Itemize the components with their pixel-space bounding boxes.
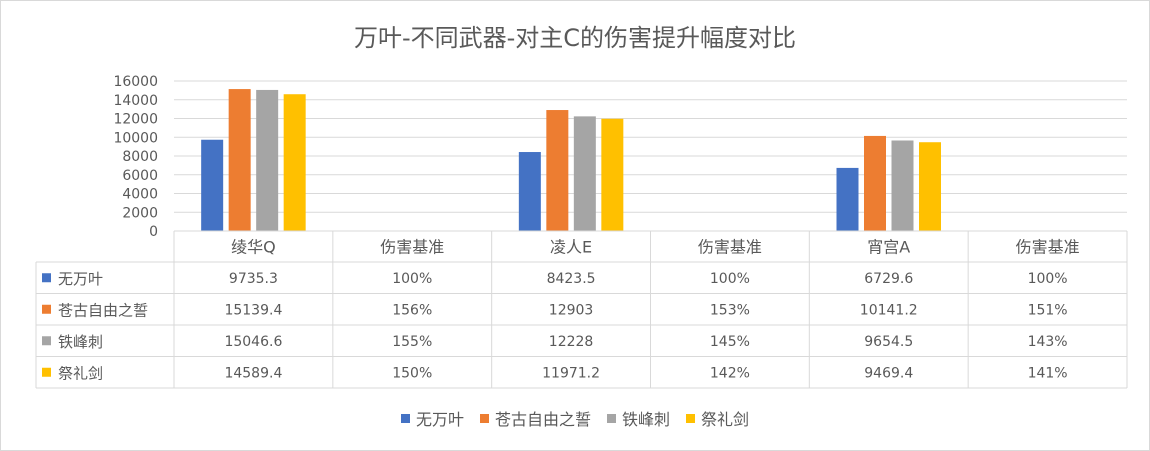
category-label: 宵宫A xyxy=(867,238,910,257)
table-cell: 155% xyxy=(392,334,432,350)
bar xyxy=(601,118,624,231)
table-cell: 15139.4 xyxy=(224,302,282,318)
bar xyxy=(546,110,569,231)
legend-item: 祭礼剑 xyxy=(686,406,749,430)
table-cell: 145% xyxy=(710,334,750,350)
category-label: 伤害基准 xyxy=(1016,238,1080,257)
legend-swatch xyxy=(607,413,616,423)
row-series-name: 铁峰刺 xyxy=(58,333,103,351)
legend-label: 祭礼剑 xyxy=(701,410,750,429)
y-tick-label: 0 xyxy=(149,224,158,240)
bar xyxy=(836,167,859,231)
legend-swatch xyxy=(479,413,489,423)
table-cell: 6729.6 xyxy=(864,271,913,287)
table-cell: 100% xyxy=(392,271,432,287)
category-label: 凌人E xyxy=(550,238,592,257)
table-cell: 15046.6 xyxy=(224,334,282,350)
row-series-name: 祭礼剑 xyxy=(58,364,103,382)
y-tick-label: 14000 xyxy=(113,93,158,109)
table-cell: 151% xyxy=(1028,302,1068,318)
y-tick-label: 8000 xyxy=(122,149,158,165)
y-tick-label: 10000 xyxy=(113,130,158,146)
y-tick-label: 12000 xyxy=(113,112,158,128)
legend-swatch xyxy=(686,413,696,423)
legend-item: 苍古自由之誓 xyxy=(479,406,591,430)
table-cell: 153% xyxy=(710,302,750,318)
row-swatch xyxy=(42,367,51,377)
category-label: 绫华Q xyxy=(231,238,276,257)
category-label: 伤害基准 xyxy=(698,238,762,257)
table-cell: 10141.2 xyxy=(860,302,918,318)
table-cell: 100% xyxy=(1028,271,1068,287)
table-cell: 11971.2 xyxy=(542,365,600,381)
table-cell: 100% xyxy=(710,271,750,287)
legend-label: 铁峰刺 xyxy=(622,410,671,429)
table-cell: 14589.4 xyxy=(224,365,282,381)
row-swatch xyxy=(42,273,51,283)
table-cell: 9735.3 xyxy=(229,271,278,287)
row-series-name: 无万叶 xyxy=(58,270,103,288)
category-label: 伤害基准 xyxy=(380,238,444,257)
table-cell: 12903 xyxy=(549,302,594,318)
legend-item: 铁峰刺 xyxy=(607,406,670,430)
bar xyxy=(919,142,941,231)
bar xyxy=(891,140,914,231)
y-tick-label: 4000 xyxy=(122,187,158,203)
row-swatch xyxy=(42,304,51,314)
bar xyxy=(283,94,306,232)
chart-legend: 无万叶 苍古自由之誓 铁峰刺 祭礼剑 xyxy=(0,406,1150,430)
table-cell: 141% xyxy=(1028,365,1068,381)
table-cell: 156% xyxy=(392,302,432,318)
chart-title: 万叶-不同武器-对主C的伤害提升幅度对比 xyxy=(353,24,797,52)
legend-item: 无万叶 xyxy=(400,406,464,430)
legend-label: 苍古自由之誓 xyxy=(494,410,591,429)
row-series-name: 苍古自由之誓 xyxy=(58,301,148,319)
bar xyxy=(201,139,224,231)
y-tick-label: 6000 xyxy=(122,168,158,184)
bar xyxy=(228,89,251,232)
y-tick-label: 2000 xyxy=(122,205,158,221)
row-swatch xyxy=(42,336,51,346)
table-cell: 9654.5 xyxy=(864,334,913,350)
legend-label: 无万叶 xyxy=(415,410,464,429)
table-cell: 143% xyxy=(1028,334,1068,350)
bar xyxy=(256,89,279,231)
bar xyxy=(518,152,541,231)
table-cell: 142% xyxy=(710,365,750,381)
legend-swatch xyxy=(400,413,410,423)
table-cell: 150% xyxy=(392,365,432,381)
y-tick-label: 16000 xyxy=(113,74,158,90)
table-cell: 8423.5 xyxy=(547,271,596,287)
bar xyxy=(864,135,886,231)
bar xyxy=(573,116,596,231)
table-cell: 12228 xyxy=(549,334,594,350)
table-cell: 9469.4 xyxy=(864,365,913,381)
